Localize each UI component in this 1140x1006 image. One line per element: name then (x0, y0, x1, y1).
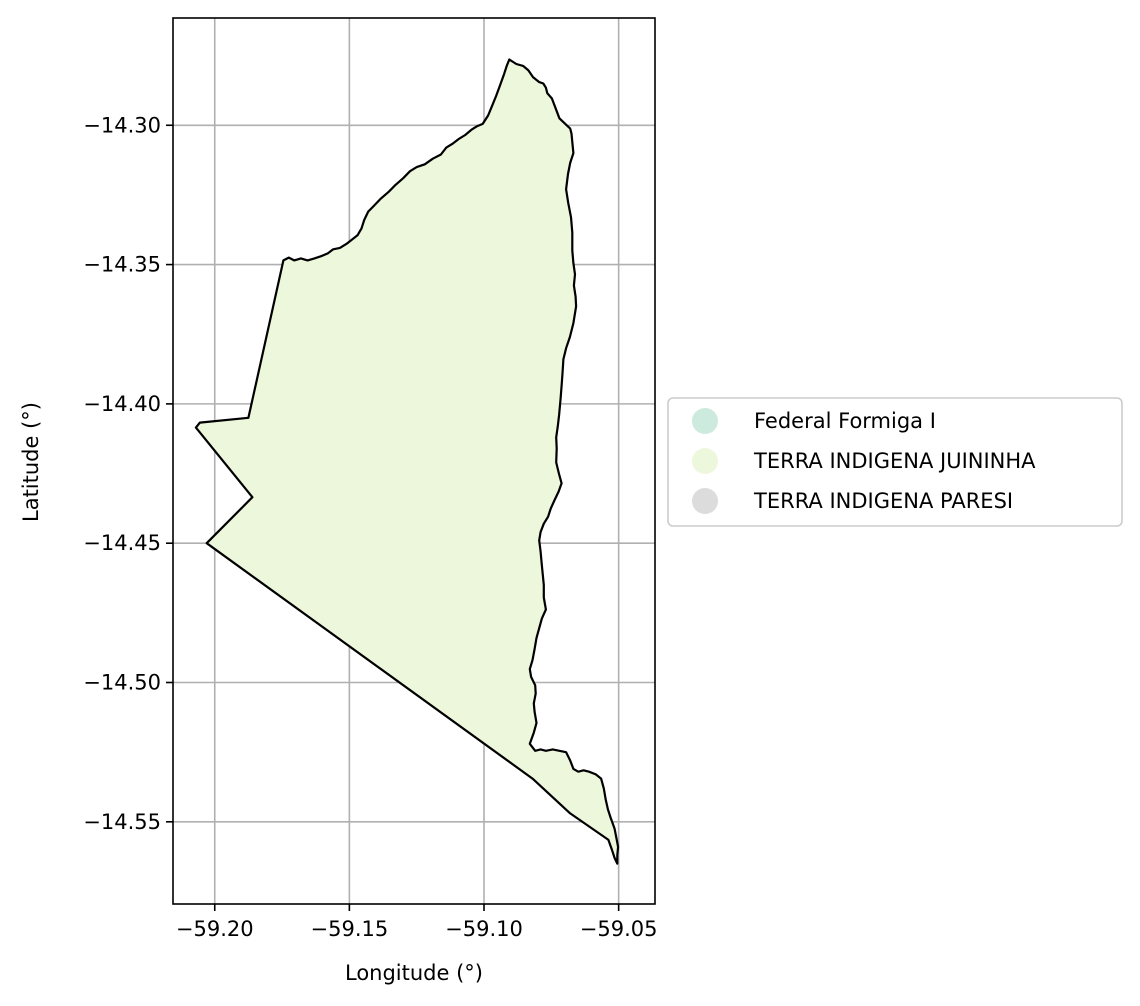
legend-swatch (692, 408, 718, 434)
x-tick-label: −59.05 (580, 917, 658, 941)
y-axis-ticks: −14.30 −14.35 −14.40 −14.45 −14.50 −14.55 (83, 113, 173, 834)
legend-swatch (692, 448, 718, 474)
legend-frame (667, 397, 1123, 527)
axes-frame (172, 17, 656, 905)
legend-entries: Federal Formiga I TERRA INDIGENA JUININHA… (692, 408, 1036, 514)
y-tick-label: −14.55 (83, 810, 161, 834)
x-axis-label: Longitude (°) (345, 961, 483, 985)
polygon-terra-indigena-juininha (194, 58, 620, 865)
y-tick-label: −14.50 (83, 671, 161, 695)
polygon-layer (194, 58, 620, 865)
y-tick-label: −14.40 (83, 392, 161, 416)
legend: Federal Formiga I TERRA INDIGENA JUININHA… (667, 397, 1123, 527)
legend-label: TERRA INDIGENA PARESI (753, 489, 1013, 513)
y-tick-label: −14.35 (83, 253, 161, 277)
x-tick-label: −59.10 (445, 917, 523, 941)
y-tick-label: −14.30 (83, 113, 161, 137)
y-tick-label: −14.45 (83, 531, 161, 555)
x-tick-label: −59.15 (311, 917, 389, 941)
x-tick-label: −59.20 (176, 917, 254, 941)
x-axis-ticks: −59.20 −59.15 −59.10 −59.05 (176, 904, 658, 941)
y-axis-label: Latitude (°) (19, 402, 43, 522)
legend-label: Federal Formiga I (754, 409, 936, 433)
legend-label: TERRA INDIGENA JUININHA (753, 449, 1036, 473)
legend-swatch (692, 488, 718, 514)
